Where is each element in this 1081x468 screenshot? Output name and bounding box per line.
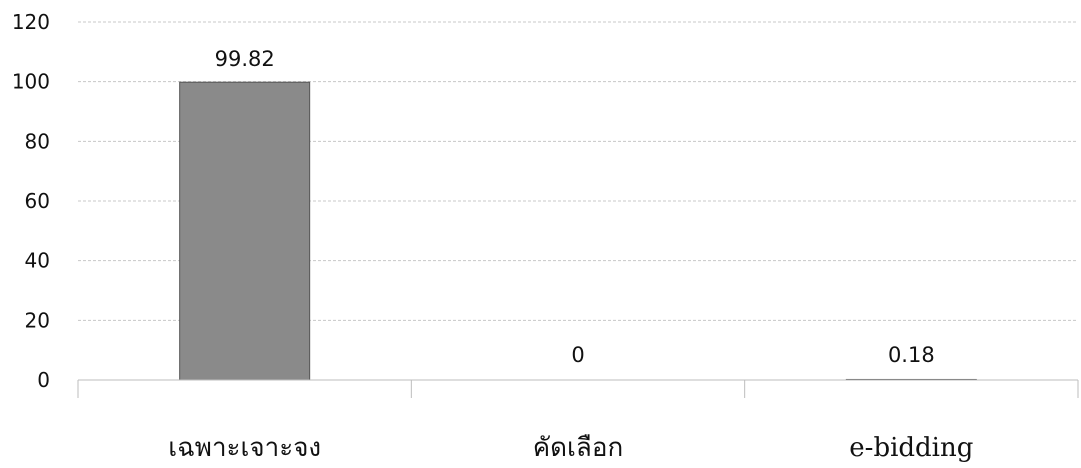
- data-label: 0.18: [888, 343, 935, 367]
- y-axis-ticks: 0 20 40 60 80 100 120: [12, 10, 50, 392]
- y-tick-label: 120: [12, 10, 50, 34]
- category-label: e-bidding: [849, 433, 973, 463]
- y-tick-label: 60: [25, 189, 50, 213]
- category-label: คัดเลือก: [533, 433, 623, 463]
- x-axis: เฉพาะเจาะจง คัดเลือก e-bidding: [77, 379, 1079, 463]
- bars: [179, 81, 977, 381]
- category-label: เฉพาะเจาะจง: [168, 433, 321, 463]
- bar: [179, 81, 311, 381]
- y-tick-label: 80: [25, 129, 50, 153]
- data-label: 0: [571, 343, 584, 367]
- data-label: 99.82: [215, 47, 275, 71]
- y-tick-label: 40: [25, 249, 50, 273]
- data-labels: 99.82 0 0.18: [215, 47, 935, 367]
- y-tick-label: 100: [12, 70, 50, 94]
- y-tick-label: 0: [37, 368, 50, 392]
- y-tick-label: 20: [25, 308, 50, 332]
